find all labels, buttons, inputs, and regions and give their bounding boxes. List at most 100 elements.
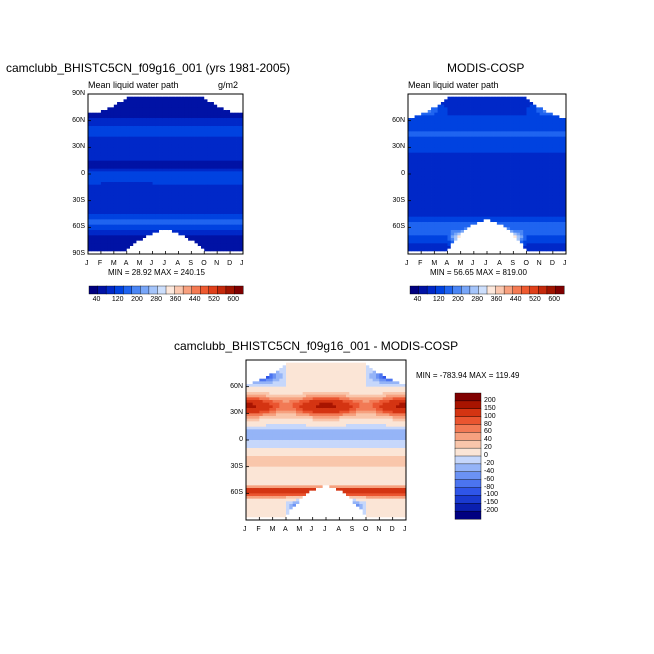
panel2-cell bbox=[500, 230, 504, 234]
panel1-cell bbox=[191, 110, 195, 114]
panel1-cell bbox=[239, 198, 244, 202]
panel1-cell bbox=[230, 174, 234, 178]
panel1-cell bbox=[107, 107, 112, 111]
panel1-cell bbox=[194, 184, 199, 188]
panel1-cell bbox=[239, 171, 244, 175]
panel1-cell bbox=[171, 182, 176, 186]
panel1-cell bbox=[210, 115, 215, 119]
panel1-cell bbox=[207, 160, 212, 164]
panel2-cell bbox=[454, 192, 458, 196]
panel1-cell bbox=[236, 158, 241, 162]
panel2-cell bbox=[450, 238, 455, 242]
panel2-cell bbox=[487, 120, 491, 124]
panel2-cell bbox=[424, 174, 429, 178]
panel2-cell bbox=[463, 155, 468, 159]
panel2-cell bbox=[411, 163, 415, 167]
panel1-cell bbox=[126, 131, 131, 135]
panel1-cell bbox=[191, 203, 195, 207]
panel1-cell bbox=[204, 131, 208, 135]
panel1-cell bbox=[175, 118, 179, 122]
panel2-cell bbox=[417, 150, 422, 154]
panel1-cell bbox=[88, 115, 92, 119]
panel2-cell bbox=[470, 174, 475, 178]
panel1-cell bbox=[201, 123, 205, 127]
panel1-cell bbox=[207, 240, 212, 244]
panel2-cell bbox=[424, 118, 429, 122]
panel1-colorbar-swatch bbox=[165, 285, 176, 295]
panel2-cell bbox=[477, 102, 481, 106]
panel1-cell bbox=[236, 128, 241, 132]
panel2-cell bbox=[513, 208, 518, 212]
panel2-cell bbox=[431, 144, 435, 148]
panel1-cell bbox=[201, 155, 205, 159]
panel1-cell bbox=[233, 131, 237, 135]
panel2-cell bbox=[450, 187, 455, 191]
panel2-cell bbox=[463, 126, 468, 130]
panel1-cell bbox=[207, 171, 212, 175]
panel2-cell bbox=[437, 107, 442, 111]
panel2-cell bbox=[454, 246, 458, 250]
panel2-cell bbox=[506, 219, 511, 223]
panel2-cell bbox=[510, 190, 514, 194]
panel2-cell bbox=[496, 219, 501, 223]
panel1-cell bbox=[217, 227, 221, 231]
panel1-cell bbox=[191, 160, 195, 164]
panel1-cell bbox=[178, 155, 183, 159]
panel1-cell bbox=[126, 246, 131, 250]
panel1-cell bbox=[210, 102, 215, 106]
panel1-cell bbox=[197, 131, 202, 135]
panel1-cell bbox=[171, 160, 176, 164]
panel2-cell bbox=[408, 248, 412, 252]
panel2-cell bbox=[454, 96, 458, 100]
panel2-cell bbox=[421, 150, 425, 154]
panel2-cell bbox=[473, 136, 478, 140]
panel1-cell bbox=[168, 174, 173, 178]
panel2-cell bbox=[483, 112, 488, 116]
panel1-cell bbox=[149, 224, 153, 228]
panel2-cell bbox=[483, 224, 488, 228]
panel1-cell bbox=[88, 107, 92, 111]
panel1-cell bbox=[162, 190, 166, 194]
panel1-cell bbox=[139, 198, 144, 202]
panel2-cell bbox=[516, 248, 521, 252]
panel2-cell bbox=[473, 168, 478, 172]
panel1-cell bbox=[210, 179, 215, 183]
panel1-cell bbox=[233, 107, 237, 111]
panel2-cell bbox=[411, 198, 415, 202]
panel2-cell bbox=[411, 142, 415, 146]
panel2-cell bbox=[500, 171, 504, 175]
panel1-cell bbox=[155, 142, 160, 146]
panel1-cell bbox=[152, 176, 157, 180]
panel1-cell bbox=[207, 147, 212, 151]
panel2-cell bbox=[473, 216, 478, 220]
panel1-cell bbox=[123, 131, 128, 135]
panel2-cell bbox=[457, 235, 462, 239]
panel1-cell bbox=[220, 214, 225, 218]
panel1-cell bbox=[184, 139, 189, 143]
panel2-cell bbox=[500, 190, 504, 194]
panel2-cell bbox=[450, 158, 455, 162]
panel2-cell bbox=[483, 198, 488, 202]
panel1-cell bbox=[171, 179, 176, 183]
panel1-cell bbox=[165, 131, 170, 135]
panel1-cell bbox=[126, 99, 131, 103]
panel1-cell bbox=[233, 128, 237, 132]
panel1-cell bbox=[171, 248, 176, 252]
panel2-cell bbox=[480, 128, 485, 132]
panel1-cell bbox=[149, 227, 153, 231]
panel1-cell bbox=[155, 224, 160, 228]
panel1-cell bbox=[233, 147, 237, 151]
panel1-cell bbox=[91, 120, 95, 124]
panel1-cell bbox=[88, 190, 92, 194]
panel1-cell bbox=[236, 152, 241, 156]
panel1-cell bbox=[207, 200, 212, 204]
panel2-cell bbox=[473, 139, 478, 143]
panel1-cell bbox=[207, 187, 212, 191]
panel2-cell bbox=[496, 248, 501, 252]
panel1-cell bbox=[162, 208, 166, 212]
panel2-cell bbox=[470, 150, 475, 154]
panel1-cell bbox=[152, 195, 157, 199]
panel1-cell bbox=[152, 251, 157, 255]
panel1-cell bbox=[175, 222, 179, 226]
panel2-cell bbox=[417, 240, 422, 244]
